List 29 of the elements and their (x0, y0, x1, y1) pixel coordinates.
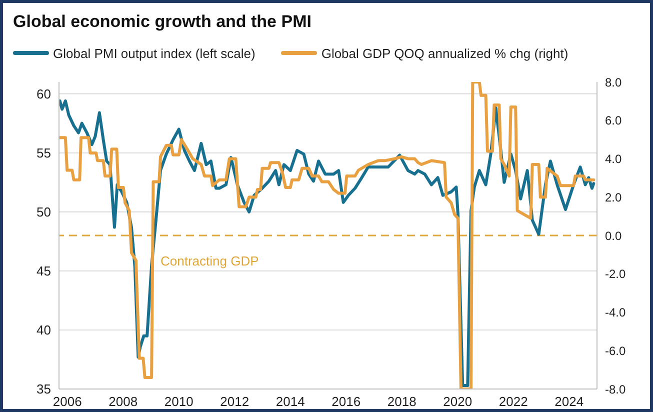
y-tick-label: 35 (36, 382, 51, 397)
x-tick-label: 2016 (332, 394, 361, 410)
x-tick-label: 2008 (108, 394, 138, 410)
x-tick-label: 2022 (498, 394, 528, 410)
y2-tick-label: -6.0 (605, 344, 626, 358)
x-tick-label: 2020 (443, 394, 472, 410)
legend-label: Global PMI output index (left scale) (53, 46, 256, 60)
y-tick-label: 55 (36, 145, 51, 160)
y2-tick-label: 8.0 (605, 75, 622, 90)
x-tick-label: 2024 (554, 394, 584, 410)
y2-tick-label: -8.0 (605, 382, 626, 396)
y-tick-label: 50 (36, 204, 51, 220)
chart-title: Global economic growth and the PMI (12, 11, 312, 33)
ref-line-label: Contracting GDP (160, 254, 259, 268)
y2-tick-label: 4.0 (605, 152, 622, 166)
legend-label: Global GDP QOQ annualized % chg (right) (321, 46, 568, 60)
x-tick-label: 2010 (164, 394, 194, 410)
y2-tick-label: 6.0 (605, 114, 622, 128)
y2-tick-label: 0.0 (605, 228, 622, 243)
x-tick-label: 2012 (220, 394, 250, 410)
y2-tick-label: -2.0 (605, 267, 626, 282)
y2-tick-label: -4.0 (605, 306, 626, 320)
x-tick-label: 2014 (276, 394, 305, 410)
y-tick-label: 60 (36, 86, 51, 102)
y2-tick-label: 2.0 (605, 190, 622, 204)
y-tick-label: 45 (36, 264, 51, 279)
x-tick-label: 2006 (52, 394, 82, 410)
y-tick-label: 40 (36, 322, 51, 338)
x-tick-label: 2018 (387, 394, 416, 410)
